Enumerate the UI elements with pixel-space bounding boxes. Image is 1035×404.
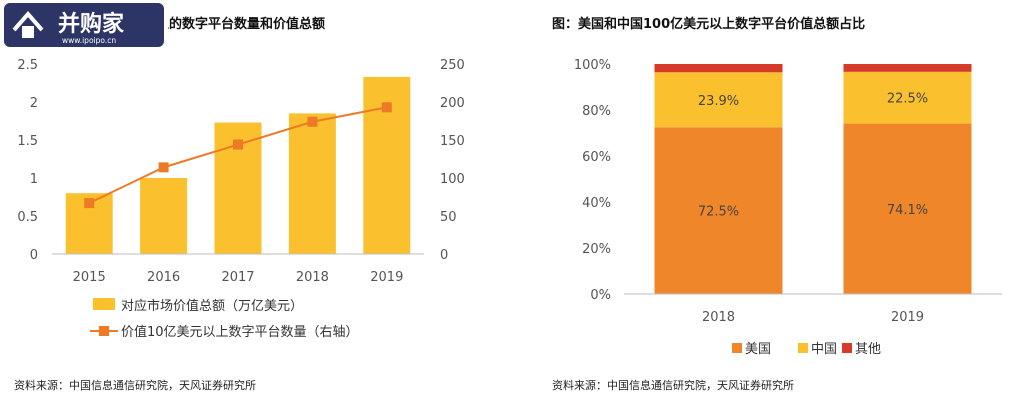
bar <box>288 113 336 255</box>
right-y-tick-label: 150 <box>440 134 465 149</box>
right-chart-source: 资料来源：中国信息通信研究院，天风证券研究所 <box>552 379 794 392</box>
left-y-tick-label: 1.5 <box>17 134 38 149</box>
y-tick-label: 80% <box>582 104 611 119</box>
right-chart-panel: 图：美国和中国100亿美元以上数字平台价值总额占比 0% 20% 40% 60% 80%… <box>528 0 1035 404</box>
x-tick-label: 2018 <box>296 270 329 285</box>
x-tick-label: 2019 <box>891 310 924 325</box>
legend-line-label: 价值10亿美元以上数字平台数量（右轴） <box>121 324 359 340</box>
x-tick-label: 2016 <box>147 270 180 285</box>
left-y-tick-label: 0.5 <box>17 210 38 225</box>
left-chart-panel: 元以上的数字平台数量和价值总额 0 0.5 1 1.5 2 2.5 0 50 100 150 200… <box>14 17 465 392</box>
left-y-tick-label: 0 <box>30 248 38 263</box>
y-tick-label: 40% <box>582 196 611 211</box>
left-chart-title: 元以上的数字平台数量和价值总额 <box>130 17 326 32</box>
right-stacked-chart: 0% 20% 40% 60% 80% 100% 72.5% 23.9% 2018 74.1% 22.… <box>574 58 1002 357</box>
legend-bar-label: 对应市场价值总额（万亿美元） <box>121 298 303 314</box>
legend-label: 其他 <box>855 342 881 357</box>
legend-swatch <box>842 343 852 353</box>
legend-label: 美国 <box>745 342 771 357</box>
x-tick-label: 2018 <box>702 310 735 325</box>
x-tick-label: 2015 <box>73 270 106 285</box>
line-point <box>381 102 392 113</box>
brand-logo: 并购家 www.ipoipo.cn <box>0 0 168 50</box>
right-y-tick-label: 200 <box>440 96 465 111</box>
legend-swatch <box>732 343 742 353</box>
bar <box>140 178 188 254</box>
right-y-tick-label: 100 <box>440 172 465 187</box>
y-tick-label: 0% <box>590 288 611 303</box>
stacked-segment <box>843 64 972 72</box>
legend-line-marker <box>99 326 109 336</box>
logo-brand-text: 并购家 <box>58 11 125 37</box>
segment-value-label: 74.1% <box>887 203 928 218</box>
segment-value-label: 23.9% <box>698 94 739 109</box>
stacked-segment <box>654 72 783 128</box>
x-tick-label: 2019 <box>370 270 403 285</box>
logo-badge <box>4 3 164 47</box>
left-y-tick-label: 2.5 <box>17 58 38 73</box>
line-point <box>307 116 318 127</box>
stacked-segment <box>843 71 972 124</box>
line-point <box>233 139 243 150</box>
segment-value-label: 22.5% <box>887 92 928 107</box>
stacked-segment <box>654 127 783 294</box>
right-chart-title: 图：美国和中国100亿美元以上数字平台价值总额占比 <box>552 17 866 32</box>
right-y-tick-label: 50 <box>440 210 457 225</box>
logo-url-text: www.ipoipo.cn <box>62 36 116 45</box>
y-tick-label: 60% <box>582 150 611 165</box>
left-combo-chart: 0 0.5 1 1.5 2 2.5 0 50 100 150 200 250 2015 2016 2017 2… <box>17 58 465 340</box>
left-chart-source: 资料来源：中国信息通信研究院，天风证券研究所 <box>14 379 256 392</box>
line-point <box>158 162 169 173</box>
y-tick-label: 20% <box>582 242 611 257</box>
left-y-tick-label: 1 <box>30 172 38 187</box>
segment-value-label: 72.5% <box>698 205 739 220</box>
right-y-tick-label: 250 <box>440 58 465 73</box>
line-point <box>84 198 95 209</box>
logo-roof-icon <box>12 10 44 32</box>
y-tick-label: 100% <box>574 58 611 73</box>
legend-bar-swatch <box>93 298 115 310</box>
stacked-segment <box>654 64 783 73</box>
right-y-tick-label: 0 <box>440 248 448 263</box>
stacked-segment <box>843 123 972 294</box>
legend-swatch <box>798 343 808 353</box>
x-tick-label: 2017 <box>221 270 254 285</box>
legend-label: 中国 <box>811 342 837 357</box>
left-y-tick-label: 2 <box>30 96 38 111</box>
